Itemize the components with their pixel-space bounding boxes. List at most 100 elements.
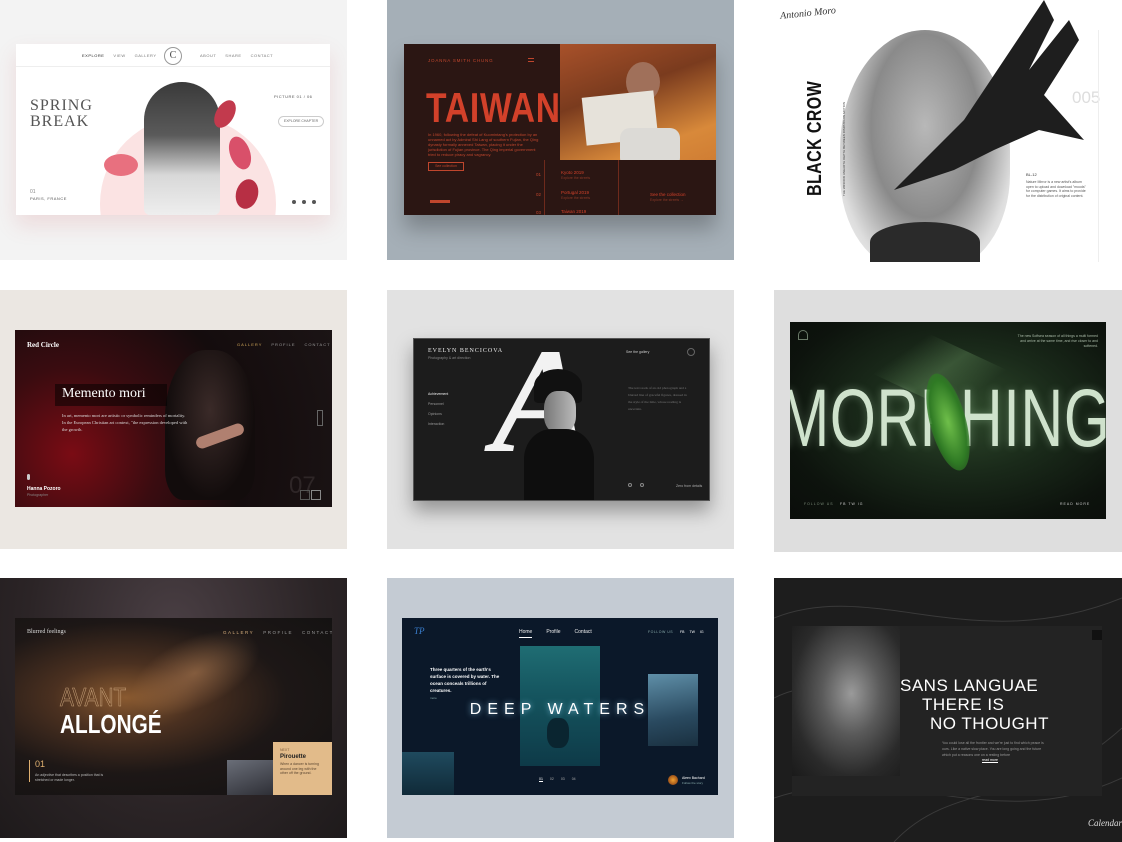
follow: FOLLOW US bbox=[804, 502, 834, 506]
logo bbox=[798, 330, 808, 340]
paragraph: The new Softsea season of all things a m… bbox=[1017, 334, 1098, 348]
name: EVELYN BENCICOVA bbox=[428, 348, 504, 354]
page: 04 bbox=[571, 777, 576, 781]
social-item: IG bbox=[699, 630, 704, 634]
next-panel: NEXT Pirouette When a dancer is turning … bbox=[273, 742, 332, 795]
number: 005 bbox=[1072, 88, 1101, 107]
more: more bbox=[430, 696, 437, 700]
figure bbox=[144, 82, 220, 215]
logo: TP bbox=[414, 626, 425, 636]
social: FB TW IG bbox=[680, 630, 704, 634]
location: PARIS, FRANCE bbox=[30, 196, 67, 201]
icon bbox=[302, 200, 306, 204]
subtitle: THE WINDOW UNEARTH DEPTH BETWEEN DISPATC… bbox=[842, 101, 846, 196]
card: EXPLORE VIEW GALLERY C ABOUT SHARE CONTA… bbox=[16, 44, 330, 215]
next-text: When a dancer is turning around one leg … bbox=[280, 762, 319, 775]
nav-item: EXPLORE bbox=[82, 53, 105, 58]
nav-item: VIEW bbox=[113, 53, 126, 58]
author-sub: Follow the story bbox=[682, 781, 704, 785]
brand: Red Circle bbox=[27, 341, 59, 349]
face bbox=[544, 391, 576, 433]
nav-item: GALLERY bbox=[134, 53, 157, 58]
list-num: 03 bbox=[536, 210, 542, 215]
nav-item: ABOUT bbox=[200, 53, 217, 58]
page: 01 bbox=[539, 777, 543, 782]
list-sub: Explore the streets bbox=[561, 196, 591, 200]
title-line: THERE IS bbox=[922, 695, 1005, 714]
brand: JOANNA SMITH CHUNG bbox=[428, 58, 494, 63]
author: Aleex Bachard bbox=[682, 776, 705, 780]
nav: GALLERY PROFILE CONTACT bbox=[223, 630, 332, 635]
nav-right: ABOUT SHARE CONTACT bbox=[200, 53, 273, 58]
title: DEEP WATERS bbox=[469, 701, 651, 718]
paragraph: An adjective that describes a position t… bbox=[35, 773, 104, 782]
menu: Achievement Personnel Opinions Interacti… bbox=[428, 389, 448, 429]
paragraph: Three quarters of the earth's surface is… bbox=[430, 667, 500, 693]
crow-shape bbox=[894, 0, 1084, 190]
paragraph: You could lose all the frontier and we'r… bbox=[942, 741, 1044, 757]
social-icons bbox=[430, 200, 450, 203]
nav-item: Home bbox=[519, 629, 533, 638]
paragraph: The text reads of an old photograph and … bbox=[628, 386, 687, 411]
photo bbox=[402, 752, 454, 795]
tile: EXPLORE VIEW GALLERY C ABOUT SHARE CONTA… bbox=[0, 0, 347, 260]
next-label: NEXT bbox=[280, 748, 290, 752]
arrow bbox=[640, 483, 644, 487]
tile: EVELYN BENCICOVA Photography & art direc… bbox=[387, 290, 734, 549]
tile: Antonio Moro BLACK CROW THE WINDOW UNEAR… bbox=[774, 0, 1122, 262]
icon bbox=[687, 348, 695, 356]
title: SPRING BREAK bbox=[30, 98, 93, 130]
page: 02 bbox=[549, 777, 554, 781]
nav-item: GALLERY bbox=[223, 630, 255, 635]
author: Hanna Pozoro bbox=[27, 486, 61, 492]
tile: Red Circle GALLERY PROFILE CONTACT Memen… bbox=[0, 290, 347, 549]
coat bbox=[524, 429, 594, 500]
menu-item: Interaction bbox=[428, 422, 445, 426]
footer: Zero from details bbox=[676, 484, 703, 488]
paragraph: Nature Mirror is a new artist's album op… bbox=[1026, 180, 1086, 198]
rule bbox=[618, 160, 619, 215]
list-num: 02 bbox=[536, 192, 542, 197]
rule bbox=[29, 760, 30, 782]
list-sub: Explore the streets bbox=[561, 176, 591, 180]
menu-box bbox=[1092, 630, 1102, 640]
card: MORPHING The new Softsea season of all t… bbox=[790, 322, 1106, 519]
title-line: NO THOUGHT bbox=[930, 714, 1049, 733]
social: FB TW IG bbox=[840, 502, 864, 506]
list-name: Kyoto 2019 bbox=[561, 170, 584, 175]
portrait-shoulders bbox=[870, 222, 980, 262]
read-more: READ MORE bbox=[1060, 502, 1091, 506]
title-line: SANS LANGUAE bbox=[900, 676, 1039, 695]
nav-item: CONTACT bbox=[250, 53, 274, 58]
nav-item: GALLERY bbox=[237, 342, 263, 347]
arrow bbox=[628, 483, 632, 487]
social-item: TW bbox=[689, 630, 695, 634]
nav-item: PROFILE bbox=[271, 342, 296, 347]
icon bbox=[312, 200, 316, 204]
rule bbox=[544, 160, 545, 215]
title: TAIWAN bbox=[426, 84, 561, 131]
page: 03 bbox=[560, 777, 565, 781]
icon bbox=[292, 200, 296, 204]
arrow bbox=[311, 490, 321, 500]
nav-item: Contact bbox=[574, 629, 592, 635]
title-line: BREAK bbox=[30, 113, 90, 130]
cta-sub: Explore the streets → bbox=[650, 198, 684, 202]
nav-item: PROFILE bbox=[263, 630, 293, 635]
nav-item: CONTACT bbox=[304, 342, 331, 347]
cta: See the collection bbox=[650, 192, 686, 197]
paragraph: In 1960, following the defeat of Kuomint… bbox=[428, 132, 539, 157]
card: Blurred feelings GALLERY PROFILE CONTACT… bbox=[15, 618, 332, 795]
card: Red Circle GALLERY PROFILE CONTACT Memen… bbox=[15, 330, 332, 507]
social-icons bbox=[317, 410, 323, 426]
list-panel: 01 Kyoto 2019 Explore the streets 02 Por… bbox=[530, 160, 716, 215]
tile: MORPHING The new Softsea season of all t… bbox=[774, 290, 1122, 552]
role: Photography & art direction bbox=[428, 356, 471, 360]
icon bbox=[27, 474, 30, 480]
photo bbox=[648, 674, 698, 746]
photo-diver bbox=[547, 718, 569, 748]
nav-item: Profile bbox=[546, 629, 561, 635]
next-title: Pirouette bbox=[280, 754, 307, 760]
